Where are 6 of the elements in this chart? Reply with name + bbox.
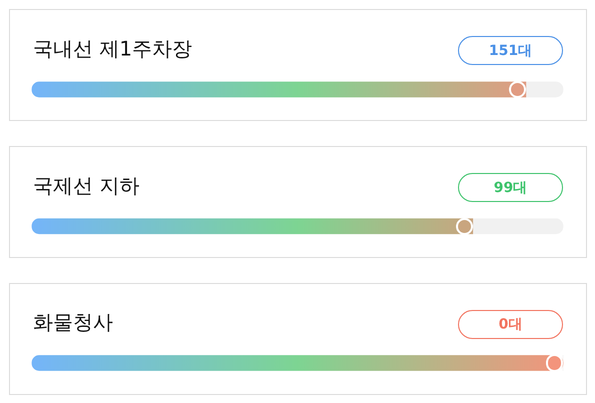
y-tick-label: 국내선 제1주차장 [33, 36, 192, 61]
annotation: 99대 [494, 180, 528, 196]
y-tick-label: 국제선 지하 [33, 173, 140, 198]
annotation: 151대 [488, 43, 532, 60]
y-tick-label: 화물청사 [33, 310, 113, 334]
annotation: 0대 [498, 316, 522, 333]
